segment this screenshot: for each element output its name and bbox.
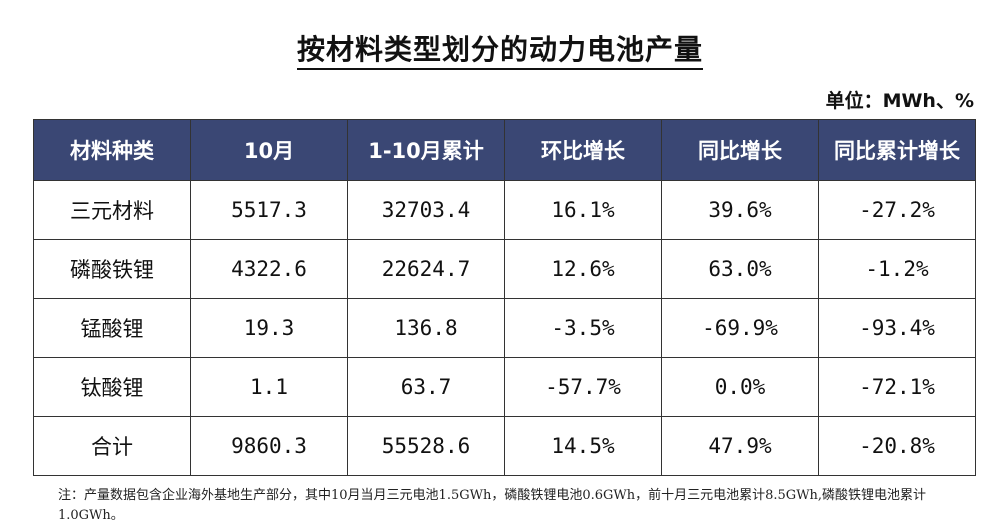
table-cell: -1.2%	[818, 239, 976, 299]
table-cell: 0.0%	[661, 357, 819, 417]
table-cell: -57.7%	[504, 357, 662, 417]
table-cell: 16.1%	[504, 180, 662, 240]
table-cell: -3.5%	[504, 298, 662, 358]
table-cell: 63.7	[347, 357, 505, 417]
table-cell: 63.0%	[661, 239, 819, 299]
page-title: 按材料类型划分的动力电池产量	[0, 28, 1000, 70]
column-header: 10月	[190, 119, 348, 181]
table-row: 磷酸铁锂 4322.6 22624.7 12.6% 63.0% -1.2%	[33, 239, 976, 299]
table-cell: -20.8%	[818, 416, 976, 476]
table-cell: 55528.6	[347, 416, 505, 476]
table-header-row: 材料种类 10月 1-10月累计 环比增长 同比增长 同比累计增长	[33, 119, 976, 181]
table-cell: 136.8	[347, 298, 505, 358]
table-row: 三元材料 5517.3 32703.4 16.1% 39.6% -27.2%	[33, 180, 976, 240]
production-table: 材料种类 10月 1-10月累计 环比增长 同比增长 同比累计增长 三元材料 5…	[33, 119, 976, 476]
table-cell: 4322.6	[190, 239, 348, 299]
table-row: 锰酸锂 19.3 136.8 -3.5% -69.9% -93.4%	[33, 298, 976, 358]
column-header: 同比累计增长	[818, 119, 976, 181]
table-cell: -93.4%	[818, 298, 976, 358]
column-header: 环比增长	[504, 119, 662, 181]
table-cell: 19.3	[190, 298, 348, 358]
table-cell: 14.5%	[504, 416, 662, 476]
column-header: 同比增长	[661, 119, 819, 181]
table-cell: -69.9%	[661, 298, 819, 358]
table-row: 钛酸锂 1.1 63.7 -57.7% 0.0% -72.1%	[33, 357, 976, 417]
table-cell: 22624.7	[347, 239, 505, 299]
table-cell: 47.9%	[661, 416, 819, 476]
unit-label: 单位：MWh、%	[825, 90, 974, 112]
table-cell: 39.6%	[661, 180, 819, 240]
table-cell: -72.1%	[818, 357, 976, 417]
table-cell: -27.2%	[818, 180, 976, 240]
footnote: 注：产量数据包含企业海外基地生产部分，其中10月当月三元电池1.5GWh，磷酸铁…	[58, 488, 927, 523]
table-cell: 12.6%	[504, 239, 662, 299]
table-cell-material: 钛酸锂	[33, 357, 191, 417]
table-row-total: 合计 9860.3 55528.6 14.5% 47.9% -20.8%	[33, 416, 976, 476]
table-cell-material: 三元材料	[33, 180, 191, 240]
column-header: 材料种类	[33, 119, 191, 181]
table-cell: 32703.4	[347, 180, 505, 240]
page-title-text: 按材料类型划分的动力电池产量	[296, 33, 703, 70]
table-cell-material: 磷酸铁锂	[33, 239, 191, 299]
table-cell-material: 合计	[33, 416, 191, 476]
table-cell: 9860.3	[190, 416, 348, 476]
column-header: 1-10月累计	[347, 119, 505, 181]
table-cell: 1.1	[190, 357, 348, 417]
table-cell-material: 锰酸锂	[33, 298, 191, 358]
table-cell: 5517.3	[190, 180, 348, 240]
